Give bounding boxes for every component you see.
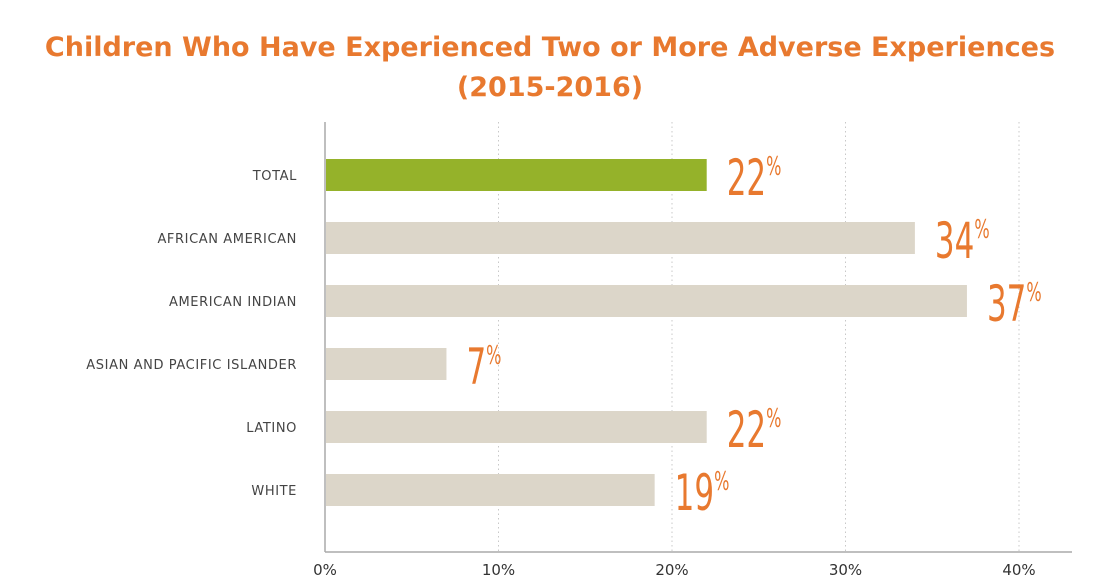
value-label: 34% (935, 211, 990, 270)
x-tick-label: 40% (1002, 561, 1035, 579)
axes (324, 122, 1072, 553)
category-label: TOTAL (252, 169, 297, 184)
bar (326, 474, 655, 506)
category-label: ASIAN AND PACIFIC ISLANDER (86, 358, 297, 373)
x-tick-label: 20% (655, 561, 688, 579)
category-labels: TOTAL AFRICAN AMERICAN AMERICAN INDIAN ASIA… (86, 169, 297, 499)
bar (326, 222, 915, 254)
value-label: 22% (727, 148, 782, 207)
bar (326, 348, 447, 380)
category-label: WHITE (251, 484, 297, 499)
bar (326, 411, 707, 443)
value-label: 7% (466, 337, 501, 396)
category-label: LATINO (246, 421, 297, 436)
chart-title-line: Children Who Have Experienced Two or Mor… (44, 32, 1056, 63)
x-tick-label: 0% (313, 561, 337, 579)
value-label: 22% (727, 400, 782, 459)
bar (326, 159, 707, 191)
chart-title: Children Who Have Experienced Two or Mor… (0, 28, 1100, 108)
value-label: 19% (675, 463, 730, 522)
tick-labels: 0% 10% 20% 30% 40% (313, 561, 1036, 579)
bars (326, 159, 967, 506)
x-tick-label: 10% (482, 561, 515, 579)
bar (326, 285, 967, 317)
x-tick-label: 30% (829, 561, 862, 579)
category-label: AMERICAN INDIAN (169, 295, 297, 310)
category-label: AFRICAN AMERICAN (157, 232, 297, 247)
chart-subtitle: (2015-2016) (456, 72, 644, 103)
value-label: 37% (987, 274, 1042, 333)
value-labels: 22%34%37%7%22%19% (466, 148, 1041, 522)
